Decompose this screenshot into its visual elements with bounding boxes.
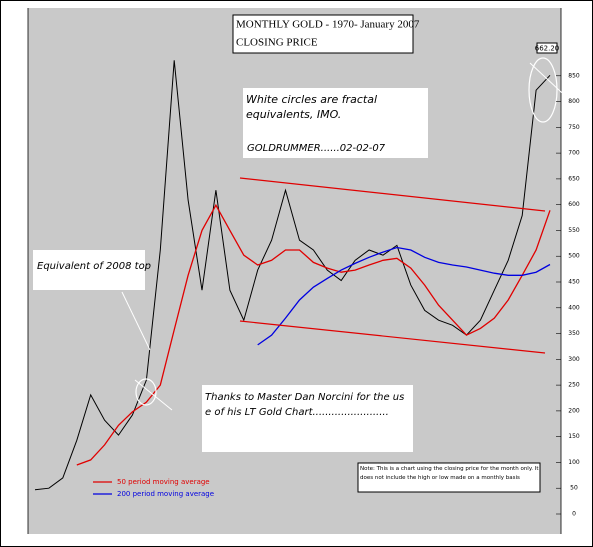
chart-title: MONTHLY GOLD - 1970- January 2007 (236, 19, 420, 31)
note-box (243, 88, 428, 158)
y-tick-label: 800 (568, 98, 580, 105)
thanks-wrap: Thanks to Master Dan Norcini for the use… (205, 392, 405, 418)
legend-label: 200 period moving average (117, 490, 214, 498)
y-tick-label: 850 (568, 72, 580, 79)
y-tick-label: 150 (568, 433, 580, 440)
last-price: 662.20 (535, 45, 560, 53)
y-tick-label: 50 (570, 485, 578, 492)
circle-slash (529, 62, 575, 105)
footnote-wrap: Note: This is a chart using the closing … (360, 466, 539, 481)
thanks-box (202, 385, 413, 452)
arrow-line (121, 291, 151, 351)
equivalent-box (33, 250, 145, 290)
y-tick-label: 500 (568, 253, 580, 260)
y-tick-label: 600 (568, 201, 580, 208)
y-tick-label: 250 (568, 382, 580, 389)
footnote-box (357, 462, 541, 493)
y-tick-label: 550 (568, 227, 580, 234)
circle-slash (134, 379, 173, 411)
y-tick-label: 0 (572, 511, 576, 518)
y-tick-label: 400 (568, 304, 580, 311)
y-tick-label: 700 (568, 150, 580, 157)
y-tick-label: 200 (568, 407, 580, 414)
footnote: Note: This is a chart using the closing … (360, 466, 539, 481)
legend-label: 50 period moving average (117, 478, 210, 486)
price-box (536, 42, 558, 54)
note-wrap: White circles are fractal equivalents, I… (246, 93, 378, 121)
title-box (232, 14, 414, 54)
y-tick-label: 750 (568, 124, 580, 131)
y-tick-label: 100 (568, 459, 580, 466)
thanks-note: Thanks to Master Dan Norcini for the use… (205, 392, 405, 418)
equivalent-note: Equivalent of 2008 top (37, 261, 151, 272)
y-tick-label: 650 (568, 175, 580, 182)
y-tick-label: 450 (568, 279, 580, 286)
fractal-circle (135, 378, 157, 406)
series-line (257, 246, 551, 346)
legend: 50 period moving average 200 period movin… (93, 478, 214, 498)
fractal-circle (528, 57, 558, 123)
author: GOLDRUMMER......02-02-07 (247, 143, 386, 154)
y-tick-label: 300 (568, 356, 580, 363)
channel-bottom (239, 320, 546, 354)
y-tick-label: 350 (568, 330, 580, 337)
channel-top (239, 177, 546, 212)
chart-subtitle: CLOSING PRICE (236, 37, 318, 49)
circles-note: White circles are fractal equivalents, I… (246, 93, 378, 121)
